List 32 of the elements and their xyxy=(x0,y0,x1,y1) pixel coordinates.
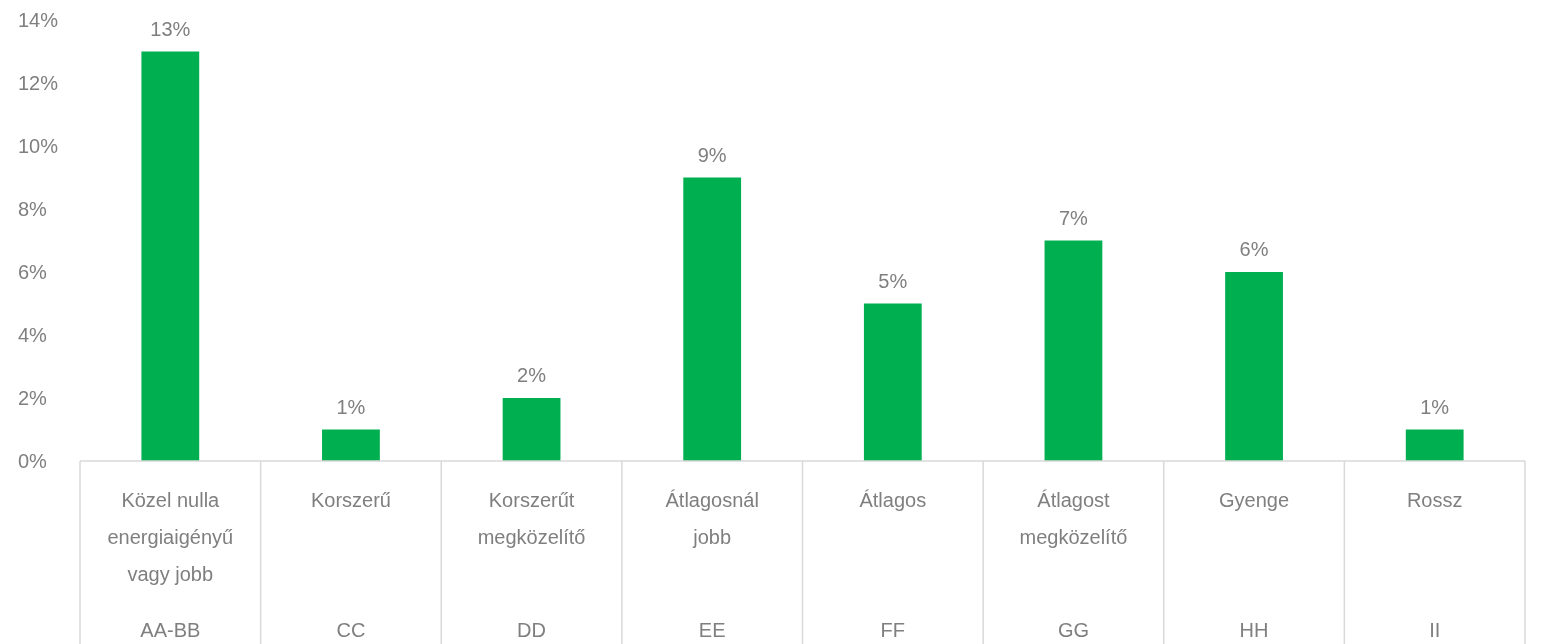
bar xyxy=(1405,429,1464,461)
data-label: 6% xyxy=(1239,238,1269,260)
data-label: 7% xyxy=(1058,206,1089,229)
y-tick-label: 2% xyxy=(18,387,48,409)
category-label: Rossz II xyxy=(1406,489,1463,641)
category-label: Átlagosnál jobb EE xyxy=(665,489,759,641)
category-label: Korszerű CC xyxy=(310,489,391,641)
y-tick-label: 6% xyxy=(18,261,48,283)
category-label: Átlagos FF xyxy=(859,489,927,641)
bar xyxy=(683,177,742,461)
bar xyxy=(141,51,200,461)
bar xyxy=(1225,272,1283,461)
data-label: 5% xyxy=(878,269,908,292)
bar xyxy=(322,429,380,461)
y-tick-label: 12% xyxy=(18,72,59,94)
data-label: 1% xyxy=(1420,395,1450,418)
category-label: Átlagost megközelítő GG xyxy=(1019,489,1128,641)
bar xyxy=(502,398,561,461)
category-label: Gyenge HH xyxy=(1219,489,1290,641)
y-tick-label: 8% xyxy=(18,198,48,220)
category-label: Korszerűt megközelítő DD xyxy=(477,489,586,641)
data-label: 9% xyxy=(697,143,727,166)
category-label: Közel nulla energiaigényű vagy jobb AA-BB xyxy=(107,489,234,641)
data-label: 1% xyxy=(336,395,366,418)
y-tick-label: 14% xyxy=(18,9,59,31)
bar xyxy=(863,303,922,461)
bar xyxy=(1044,240,1103,461)
y-tick-label: 4% xyxy=(18,324,48,346)
data-label: 2% xyxy=(517,364,547,386)
y-tick-label: 10% xyxy=(18,135,59,157)
data-label: 13% xyxy=(150,17,191,40)
y-tick-label: 0% xyxy=(18,450,48,472)
